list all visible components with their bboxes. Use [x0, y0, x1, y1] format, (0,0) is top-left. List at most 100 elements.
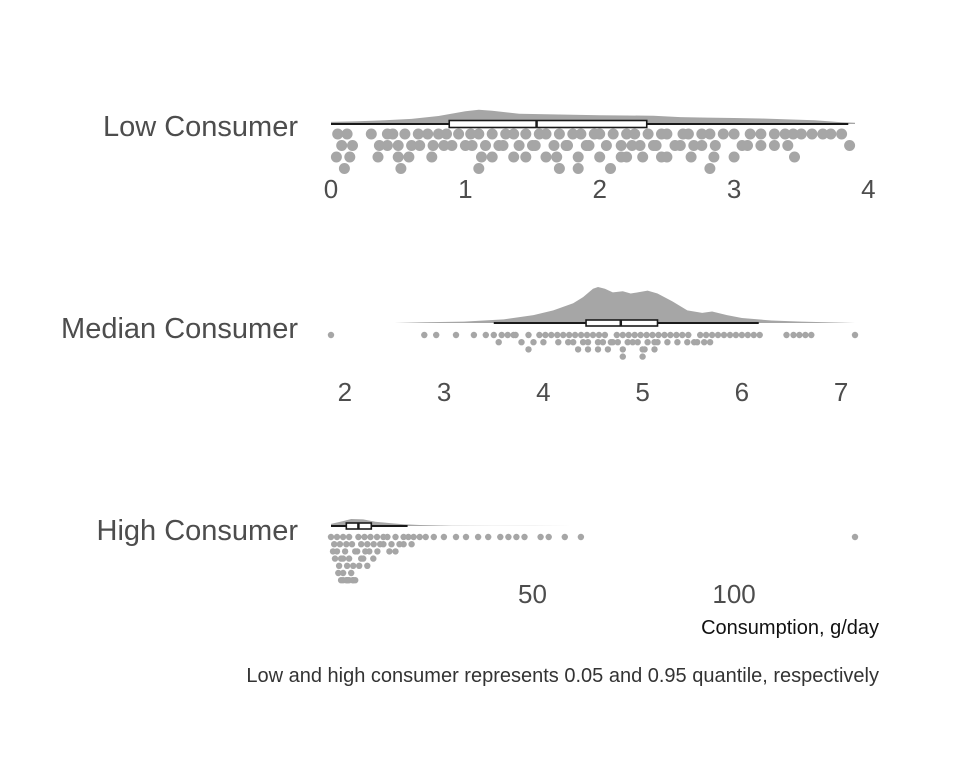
data-point: [599, 339, 607, 346]
data-point: [438, 140, 450, 151]
data-point: [595, 331, 603, 339]
data-point: [440, 533, 448, 541]
data-point: [452, 331, 460, 339]
data-point: [615, 140, 627, 151]
data-point: [536, 331, 543, 339]
data-point: [530, 339, 537, 346]
data-point: [335, 569, 342, 577]
data-point: [497, 140, 509, 151]
data-point: [410, 533, 417, 541]
data-point: [344, 151, 356, 163]
data-point: [684, 339, 691, 346]
data-point: [380, 541, 387, 548]
data-point: [384, 533, 391, 541]
x-axis-title: Consumption, g/day: [701, 617, 879, 639]
data-point: [583, 331, 591, 339]
data-point: [756, 331, 763, 339]
data-point: [370, 555, 377, 562]
panel-low-consumer: Low Consumer 0 1 2 3 4: [103, 109, 876, 204]
data-point: [521, 533, 528, 541]
data-point: [667, 331, 674, 339]
data-point: [453, 128, 465, 140]
data-point: [783, 331, 790, 339]
data-point: [560, 331, 567, 339]
data-point: [466, 140, 478, 151]
data-point: [685, 331, 692, 339]
data-point: [643, 331, 650, 339]
tick-label: 100: [712, 579, 755, 609]
data-point: [584, 346, 592, 353]
data-point: [744, 128, 756, 140]
data-point: [664, 339, 671, 346]
panel-median-consumer: Median Consumer 2 3 4 5 6 7: [61, 287, 859, 407]
data-point: [387, 128, 399, 140]
data-point: [364, 541, 371, 548]
data-point: [485, 533, 492, 541]
data-point: [779, 128, 791, 140]
data-point: [572, 151, 584, 163]
data-point: [330, 151, 342, 163]
data-point: [634, 339, 641, 346]
data-point: [525, 346, 532, 353]
data-point: [656, 151, 667, 163]
data-point: [373, 140, 385, 151]
data-point: [482, 331, 489, 339]
data-point: [345, 555, 353, 562]
data-point: [706, 339, 714, 346]
data-point: [490, 331, 497, 339]
data-point: [331, 541, 338, 548]
data-point: [626, 140, 638, 151]
data-point: [789, 151, 800, 163]
category-label: High Consumer: [97, 515, 299, 547]
data-point: [574, 346, 582, 353]
data-point: [360, 555, 367, 562]
data-point: [372, 151, 384, 163]
data-point: [388, 541, 395, 548]
data-point: [529, 140, 541, 151]
data-point: [433, 331, 440, 339]
data-point: [619, 331, 626, 339]
data-point: [755, 140, 767, 151]
data-point: [594, 346, 602, 353]
data-point: [495, 339, 502, 346]
data-point: [579, 339, 587, 346]
data-point: [374, 548, 381, 555]
data-point: [642, 128, 654, 140]
data-point: [343, 577, 350, 584]
data-point: [609, 339, 616, 346]
data-point: [755, 128, 767, 140]
data-point: [331, 555, 339, 562]
data-point: [649, 331, 656, 339]
data-point: [504, 331, 511, 339]
data-point: [426, 151, 438, 163]
data-point: [619, 353, 626, 360]
data-point: [782, 140, 794, 151]
data-point: [399, 128, 411, 140]
data-point: [796, 331, 803, 339]
data-point: [806, 128, 818, 140]
data-point: [422, 533, 429, 541]
data-point: [651, 346, 658, 353]
data-point: [345, 533, 353, 541]
data-point: [430, 533, 437, 541]
tick-label: 3: [727, 174, 741, 204]
data-point: [566, 331, 573, 339]
data-point: [685, 151, 697, 163]
data-point: [333, 533, 341, 541]
data-point: [520, 151, 532, 163]
data-point: [513, 533, 520, 541]
data-point: [674, 140, 686, 151]
data-point: [364, 562, 371, 569]
data-point: [701, 339, 708, 346]
data-point: [629, 339, 636, 346]
data-point: [655, 331, 662, 339]
data-point: [400, 541, 407, 548]
data-point: [540, 339, 547, 346]
tick-label: 3: [437, 377, 451, 407]
data-point: [525, 331, 532, 339]
data-point: [545, 533, 552, 541]
data-point: [728, 151, 740, 163]
data-point: [497, 533, 504, 541]
data-point: [825, 128, 837, 140]
